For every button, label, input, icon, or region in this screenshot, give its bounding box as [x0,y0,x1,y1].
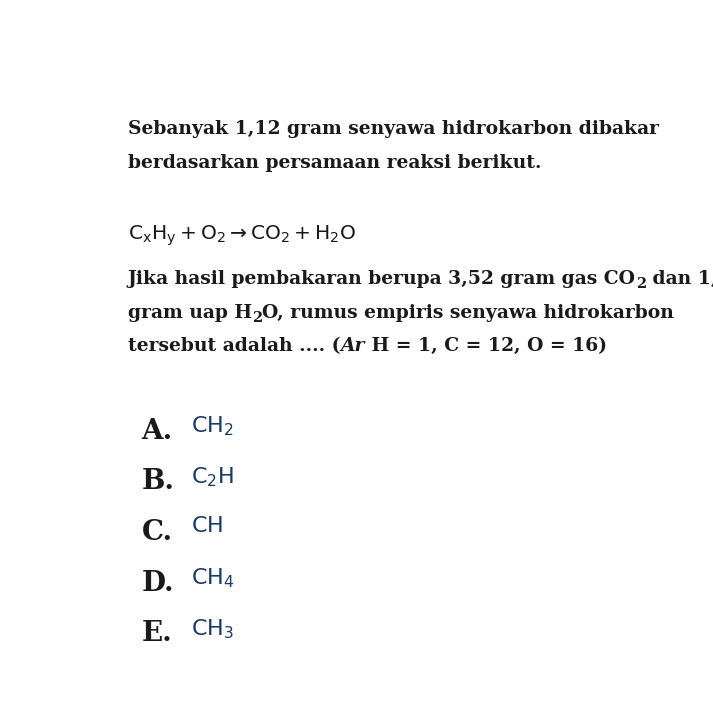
Text: B.: B. [142,468,175,495]
Text: O, rumus empiris senyawa hidrokarbon: O, rumus empiris senyawa hidrokarbon [262,304,674,321]
Text: tersebut adalah .... (: tersebut adalah .... ( [128,338,340,355]
Text: gram uap H: gram uap H [128,304,252,321]
Text: C.: C. [142,519,173,546]
Text: berdasarkan persamaan reaksi berikut.: berdasarkan persamaan reaksi berikut. [128,154,541,172]
Text: Ar: Ar [340,338,364,355]
Text: $\mathrm{CH_2}$: $\mathrm{CH_2}$ [191,415,234,438]
Text: 2: 2 [636,278,646,292]
Text: $\mathrm{CH}$: $\mathrm{CH}$ [191,516,223,536]
Text: E.: E. [142,620,173,647]
Text: $\mathrm{C_2H}$: $\mathrm{C_2H}$ [191,465,234,489]
Text: dan 1,44: dan 1,44 [646,270,713,287]
Text: Jika hasil pembakaran berupa 3,52 gram gas CO: Jika hasil pembakaran berupa 3,52 gram g… [128,270,636,287]
Text: $\mathrm{CH_4}$: $\mathrm{CH_4}$ [191,567,235,590]
Text: 2: 2 [252,312,262,325]
Text: $\mathrm{C_xH_y + O_2 \rightarrow CO_2 + H_2O}$: $\mathrm{C_xH_y + O_2 \rightarrow CO_2 +… [128,224,356,248]
Text: Sebanyak 1,12 gram senyawa hidrokarbon dibakar: Sebanyak 1,12 gram senyawa hidrokarbon d… [128,120,659,138]
Text: H = 1, C = 12, O = 16): H = 1, C = 12, O = 16) [364,338,607,355]
Text: D.: D. [142,570,174,597]
Text: A.: A. [142,418,173,445]
Text: $\mathrm{CH_3}$: $\mathrm{CH_3}$ [191,617,235,641]
